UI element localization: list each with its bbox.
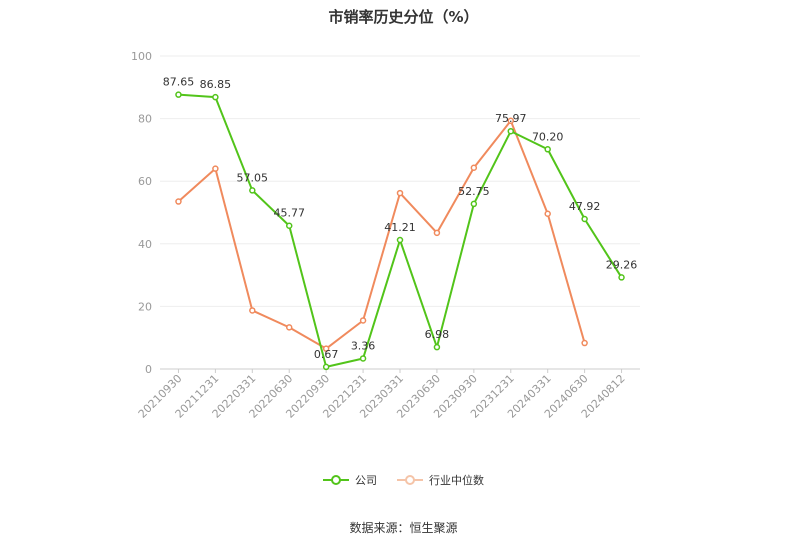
company-data-point [544, 146, 551, 153]
industry-data-point [249, 307, 256, 314]
series-layer [175, 91, 625, 371]
data-label: 29.26 [606, 258, 638, 271]
data-label: 6.98 [425, 328, 450, 341]
industry-data-point [359, 317, 367, 324]
industry-data-point [285, 324, 293, 331]
data-label: 87.65 [163, 76, 195, 89]
industry-data-point [581, 339, 588, 347]
y-tick-label: 20 [138, 300, 152, 313]
data-label: 52.75 [458, 185, 490, 198]
data-label: 47.92 [569, 200, 601, 213]
company-data-point [359, 355, 367, 362]
data-label: 75.97 [495, 112, 527, 125]
industry-data-point [175, 198, 182, 205]
company-data-point [433, 343, 441, 351]
data-label: 0.67 [314, 348, 339, 361]
legend: 公司 行业中位数 [0, 472, 807, 488]
industry-data-point [433, 229, 441, 237]
data-label-layer: 87.65 86.85 57.05 45.77 0.67 3.36 41.21 6.98 52.… [163, 76, 638, 361]
y-tick-label: 40 [138, 238, 152, 251]
y-tick-label: 0 [145, 363, 152, 376]
y-tick-label: 100 [131, 50, 152, 63]
chart-title: 市销率历史分位（%） [328, 8, 479, 26]
data-label: 70.20 [532, 130, 564, 143]
company-data-point [396, 236, 404, 244]
industry-data-point [322, 345, 330, 352]
industry-series-line [177, 119, 586, 350]
legend-company-icon [323, 475, 349, 485]
company-data-point [470, 200, 478, 208]
company-data-point [618, 274, 625, 281]
legend-item-industry[interactable]: 行业中位数 [397, 472, 484, 488]
data-label: 86.85 [200, 78, 232, 91]
data-label: 45.77 [273, 207, 305, 220]
company-data-point [212, 93, 219, 101]
company-data-point [175, 91, 182, 98]
industry-data-point [470, 164, 478, 171]
y-tick-label: 60 [138, 175, 152, 188]
company-data-point [249, 187, 256, 194]
industry-data-point [212, 165, 219, 172]
company-data-point [581, 215, 588, 223]
legend-item-company[interactable]: 公司 [323, 472, 377, 488]
industry-data-point [544, 210, 551, 218]
data-label: 57.05 [237, 171, 269, 184]
data-label: 41.21 [384, 221, 416, 234]
company-data-point [322, 363, 330, 371]
industry-data-point [507, 117, 515, 125]
legend-industry-label: 行业中位数 [429, 474, 484, 487]
source-note: 数据来源：恒生聚源 [349, 521, 458, 535]
company-data-point [285, 222, 293, 229]
legend-company-label: 公司 [355, 474, 377, 487]
data-label: 3.36 [351, 339, 376, 352]
company-data-point [507, 127, 515, 135]
industry-data-point [396, 189, 404, 197]
legend-industry-icon [397, 475, 423, 485]
y-tick-label: 80 [138, 113, 152, 126]
